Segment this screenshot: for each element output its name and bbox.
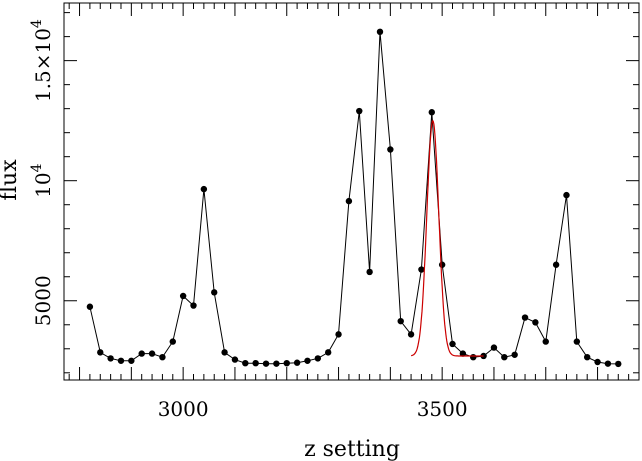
- data-point: [335, 331, 342, 338]
- data-point: [552, 261, 560, 268]
- data-series-line: [89, 31, 619, 365]
- data-point: [376, 28, 384, 36]
- data-point: [190, 302, 197, 309]
- data-point: [304, 357, 311, 364]
- data-point: [138, 350, 145, 357]
- data-point: [583, 353, 591, 361]
- data-point: [366, 268, 373, 276]
- x-axis-ticks: [68, 3, 630, 380]
- data-point: [231, 356, 239, 363]
- data-point: [262, 360, 270, 367]
- x-axis-label: z setting: [304, 437, 400, 461]
- data-point: [470, 353, 477, 361]
- y-tick-label: 1.5×104: [29, 19, 55, 102]
- y-axis-label: flux: [0, 159, 22, 201]
- plot-frame: [63, 2, 640, 381]
- data-point: [459, 350, 467, 357]
- data-point: [387, 146, 394, 153]
- data-point: [397, 317, 404, 325]
- data-point: [293, 359, 301, 366]
- data-point: [97, 349, 104, 356]
- y-tick-label-base: 10: [31, 172, 55, 197]
- x-axis-tick-labels: 3000 3500: [158, 397, 468, 421]
- y-tick-label-base: 1.5×10: [31, 28, 55, 102]
- data-point: [117, 357, 125, 364]
- data-point: [521, 314, 529, 321]
- data-point: [615, 360, 622, 368]
- data-point: [532, 319, 539, 326]
- data-point: [221, 349, 228, 356]
- gaussian-fit-curve: [410, 119, 484, 357]
- y-tick-label: 5000: [31, 275, 55, 326]
- data-point: [563, 191, 570, 199]
- data-point: [148, 350, 156, 357]
- data-point: [179, 292, 187, 300]
- data-point: [490, 344, 498, 351]
- data-point: [200, 185, 208, 193]
- data-point: [604, 360, 612, 367]
- data-point: [252, 359, 259, 367]
- data-point: [345, 197, 353, 205]
- y-axis-ticks: [64, 12, 639, 374]
- y-tick-label-exponent: 4: [29, 19, 45, 28]
- y-tick-label: 104: [29, 163, 55, 197]
- data-point: [449, 340, 456, 348]
- data-point: [501, 353, 508, 361]
- data-point: [438, 261, 446, 268]
- data-point: [573, 338, 581, 345]
- x-tick-label: 3500: [417, 397, 468, 421]
- data-point: [128, 357, 135, 364]
- data-point: [242, 359, 249, 367]
- data-point: [283, 359, 290, 367]
- data-point: [273, 360, 280, 367]
- y-tick-label-exponent: 4: [29, 163, 45, 172]
- data-point: [407, 331, 415, 338]
- data-point: [86, 303, 94, 310]
- data-point: [511, 351, 518, 358]
- data-point: [159, 353, 166, 361]
- data-point: [211, 289, 218, 296]
- data-point: [324, 349, 332, 356]
- data-point: [169, 338, 176, 345]
- x-tick-label: 3000: [158, 397, 209, 421]
- y-tick-label-base: 5000: [31, 275, 55, 326]
- series-layer: [86, 28, 622, 368]
- data-point: [542, 338, 549, 345]
- data-point: [428, 109, 435, 116]
- data-point: [418, 266, 425, 273]
- data-point: [594, 358, 601, 366]
- data-point: [107, 355, 114, 362]
- data-point: [314, 355, 322, 362]
- data-point: [356, 107, 363, 115]
